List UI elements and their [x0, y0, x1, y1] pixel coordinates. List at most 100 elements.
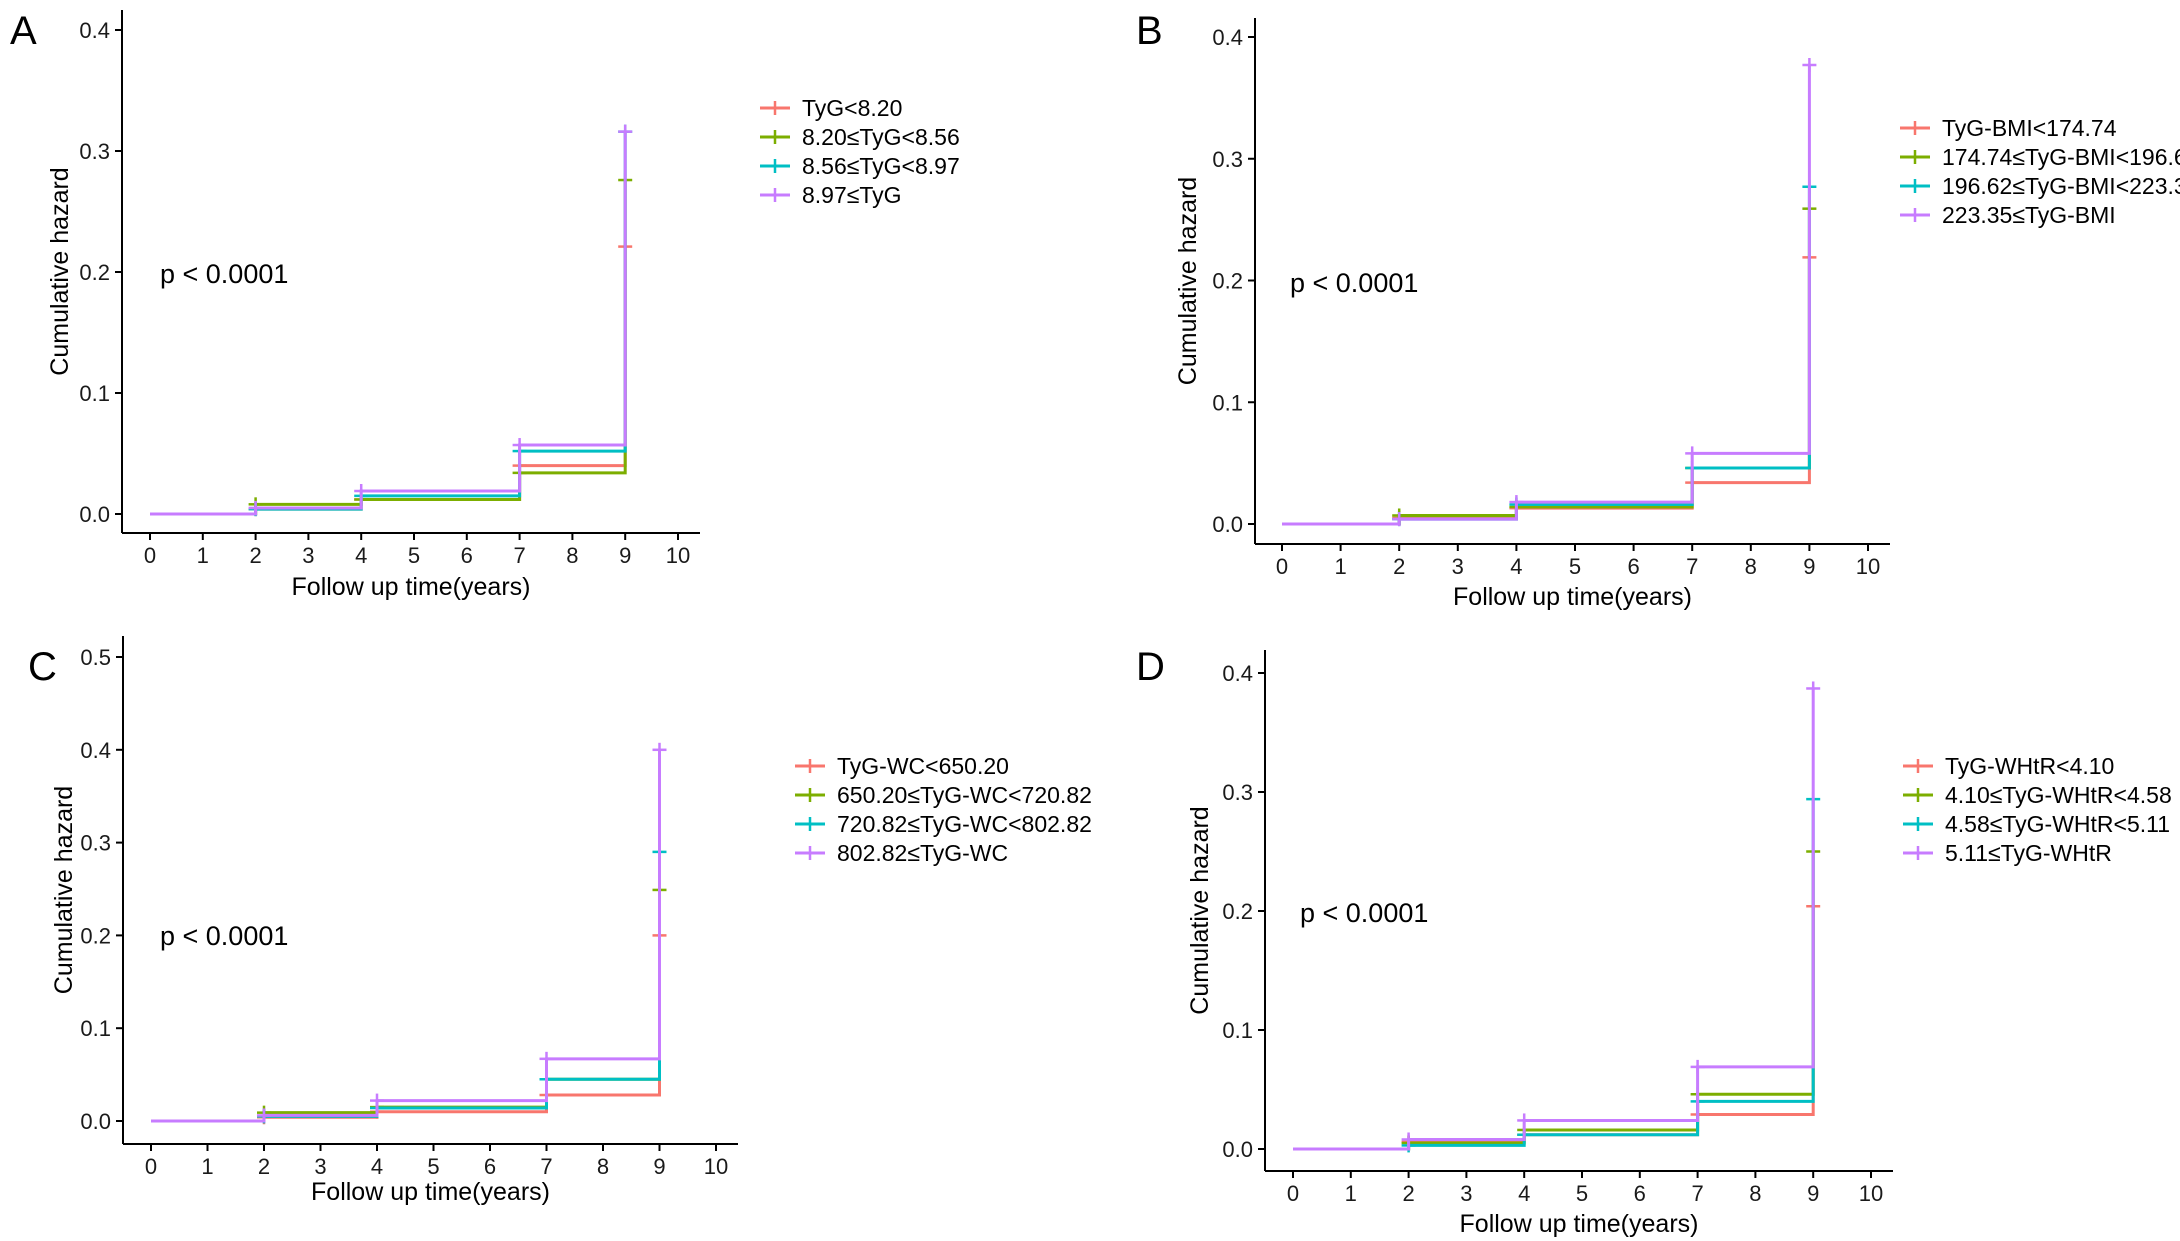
legend-item: 174.74≤TyG-BMI<196.62	[1900, 144, 2180, 170]
panel-letter: C	[28, 645, 57, 689]
p-value-annotation: p < 0.0001	[1300, 898, 1428, 928]
x-tick-label: 1	[1334, 554, 1346, 579]
y-axis-title: Cumulative hazard	[46, 167, 74, 375]
y-tick-label: 0.3	[79, 139, 110, 164]
y-tick-label: 0.3	[1222, 780, 1253, 805]
y-tick-label: 0.0	[1222, 1137, 1253, 1162]
legend-item: 4.58≤TyG-WHtR<5.11	[1903, 811, 2170, 837]
x-tick-label: 8	[1745, 554, 1757, 579]
legend: TyG<8.20 8.20≤TyG<8.56 8.56≤TyG<8.97 8.97≤T…	[760, 95, 960, 208]
x-tick-label: 0	[145, 1154, 157, 1179]
censor-mark	[618, 124, 633, 139]
x-tick-label: 6	[1634, 1181, 1646, 1206]
series-1-step-line	[1293, 851, 1815, 1151]
x-tick-label: 3	[302, 543, 314, 568]
censor-mark	[370, 1093, 384, 1108]
x-tick-label: 3	[1452, 554, 1464, 579]
censor-mark	[1685, 446, 1700, 461]
p-value-annotation: p < 0.0001	[1290, 268, 1418, 298]
panel-A: A 0 1 2 3 4 5 6 7 8 9 10 0.0 0.1 0.2 0.3 0.4 Follow up ti…	[10, 9, 960, 601]
x-tick-label: 7	[540, 1154, 552, 1179]
x-tick-label: 3	[314, 1154, 326, 1179]
y-tick-label: 0.2	[79, 260, 110, 285]
x-tick-label: 2	[249, 543, 261, 568]
x-tick-label: 0	[144, 543, 156, 568]
y-tick-label: 0.0	[79, 502, 110, 527]
y-tick-label: 0.1	[80, 1016, 111, 1041]
legend-item: 720.82≤TyG-WC<802.82	[795, 811, 1092, 837]
x-axis-title: Follow up time(years)	[292, 573, 531, 601]
legend-item: 8.97≤TyG	[760, 182, 902, 208]
x-tick-label: 3	[1460, 1181, 1472, 1206]
y-axis-title: Cumulative hazard	[1174, 177, 1202, 385]
panel-C: C 0 1 2 3 4 5 6 7 8 9 10 0.0 0.1 0.2 0.3 0.4 0.5 Follow up…	[28, 636, 1092, 1206]
x-tick-label: 10	[1859, 1181, 1883, 1206]
x-tick-label: 7	[1691, 1181, 1703, 1206]
censor-mark	[1517, 1113, 1532, 1128]
x-tick-label: 9	[619, 543, 631, 568]
series-1-step-line	[150, 180, 627, 516]
series-2-step-line	[1293, 799, 1815, 1151]
x-tick-label: 8	[597, 1154, 609, 1179]
legend-item: TyG-WC<650.20	[795, 753, 1009, 779]
legend-label: TyG-WHtR<4.10	[1945, 753, 2114, 779]
legend-item: 8.56≤TyG<8.97	[760, 153, 960, 179]
x-axis-title: Follow up time(years)	[1453, 583, 1692, 611]
x-tick-label: 4	[371, 1154, 383, 1179]
censor-mark	[652, 742, 667, 757]
y-tick-label: 0.2	[80, 923, 111, 948]
y-tick-label: 0.0	[80, 1109, 111, 1134]
legend-item: TyG-BMI<174.74	[1900, 115, 2117, 141]
censor-mark	[1806, 681, 1821, 696]
panel-letter: B	[1136, 9, 1163, 53]
y-tick-label: 0.1	[79, 381, 110, 406]
x-axis-title: Follow up time(years)	[311, 1178, 550, 1206]
x-tick-label: 2	[1393, 554, 1405, 579]
censor-mark	[1509, 495, 1524, 510]
x-tick-label: 5	[427, 1154, 439, 1179]
legend-label: 196.62≤TyG-BMI<223.35	[1942, 173, 2180, 199]
x-tick-label: 7	[513, 543, 525, 568]
x-tick-label: 2	[258, 1154, 270, 1179]
y-tick-label: 0.2	[1212, 269, 1243, 294]
x-tick-label: 7	[1686, 554, 1698, 579]
legend-label: 802.82≤TyG-WC	[837, 840, 1008, 866]
legend-label: 8.97≤TyG	[802, 182, 902, 208]
y-tick-label: 0.4	[79, 18, 110, 43]
series-1-step-line	[1282, 208, 1811, 526]
y-tick-label: 0.3	[80, 831, 111, 856]
panel-letter: A	[10, 9, 37, 53]
y-tick-label: 0.1	[1222, 1018, 1253, 1043]
x-tick-label: 6	[1627, 554, 1639, 579]
y-tick-label: 0.4	[1212, 25, 1243, 50]
x-tick-label: 0	[1287, 1181, 1299, 1206]
censor-mark	[257, 1108, 271, 1123]
p-value-annotation: p < 0.0001	[160, 921, 288, 951]
series-2-step-line	[150, 131, 627, 516]
x-tick-label: 5	[1576, 1181, 1588, 1206]
y-tick-label: 0.0	[1212, 512, 1243, 537]
x-tick-label: 2	[1402, 1181, 1414, 1206]
censor-mark	[539, 1051, 554, 1066]
legend-item: 8.20≤TyG<8.56	[760, 124, 960, 150]
legend-label: 223.35≤TyG-BMI	[1942, 202, 2116, 228]
x-tick-label: 10	[704, 1154, 728, 1179]
x-tick-label: 6	[484, 1154, 496, 1179]
x-tick-label: 0	[1276, 554, 1288, 579]
legend: TyG-BMI<174.74 174.74≤TyG-BMI<196.62 196.6…	[1900, 115, 2180, 228]
y-axis-title: Cumulative hazard	[50, 786, 78, 994]
x-tick-label: 4	[1510, 554, 1522, 579]
censor-mark	[1392, 512, 1407, 527]
censor-mark	[1401, 1132, 1416, 1147]
legend-label: TyG-BMI<174.74	[1942, 115, 2117, 141]
x-tick-label: 8	[1749, 1181, 1761, 1206]
x-tick-label: 8	[566, 543, 578, 568]
series-3-step-line	[150, 131, 627, 516]
x-tick-label: 9	[653, 1154, 665, 1179]
y-tick-label: 0.5	[80, 645, 111, 670]
x-tick-label: 6	[461, 543, 473, 568]
series-2-step-line	[1282, 186, 1811, 526]
x-tick-label: 1	[1345, 1181, 1357, 1206]
legend-item: 4.10≤TyG-WHtR<4.58	[1903, 782, 2172, 808]
x-tick-label: 5	[1569, 554, 1581, 579]
